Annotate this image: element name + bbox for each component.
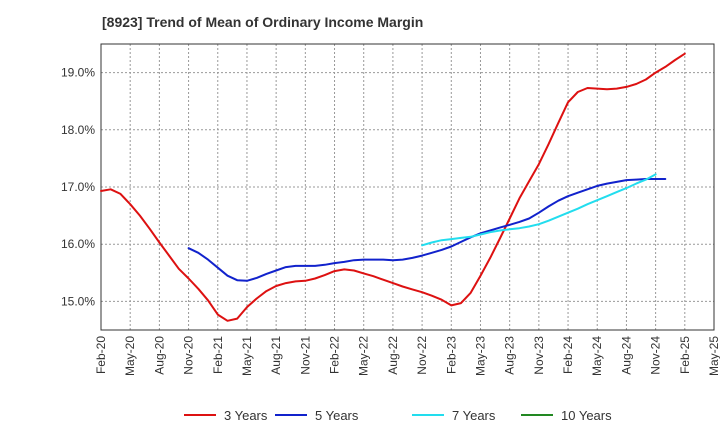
legend-label: 3 Years <box>224 408 268 423</box>
legend-label: 10 Years <box>561 408 612 423</box>
series-line-5-years <box>187 178 667 282</box>
x-tick-label: Feb-23 <box>444 336 458 374</box>
x-tick-label: Nov-22 <box>415 336 429 375</box>
x-tick-label: Feb-22 <box>328 336 342 374</box>
x-tick-label: Feb-20 <box>94 336 108 374</box>
x-tick-label: Nov-20 <box>182 336 196 375</box>
y-tick-label: 18.0% <box>61 123 95 137</box>
x-tick-label: May-21 <box>240 336 254 376</box>
plot-area <box>101 44 714 330</box>
legend-label: 5 Years <box>315 408 359 423</box>
x-tick-label: Aug-21 <box>269 336 283 375</box>
x-tick-label: Nov-21 <box>298 336 312 375</box>
y-tick-label: 15.0% <box>61 294 95 308</box>
y-tick-label: 17.0% <box>61 180 95 194</box>
x-tick-label: Nov-23 <box>532 336 546 375</box>
legend-label: 7 Years <box>452 408 496 423</box>
x-tick-label: May-22 <box>357 336 371 376</box>
x-tick-label: May-23 <box>473 336 487 376</box>
x-tick-label: May-24 <box>590 336 604 376</box>
x-tick-label: May-20 <box>123 336 137 376</box>
x-tick-label: Aug-22 <box>386 336 400 375</box>
y-tick-label: 16.0% <box>61 237 95 251</box>
x-tick-label: Feb-21 <box>211 336 225 374</box>
x-tick-label: Feb-24 <box>561 336 575 374</box>
chart-title: [8923] Trend of Mean of Ordinary Income … <box>102 14 424 30</box>
y-tick-label: 19.0% <box>61 66 95 80</box>
plot-border <box>100 43 715 331</box>
x-tick-label: May-25 <box>707 336 720 376</box>
x-tick-label: Feb-25 <box>678 336 692 374</box>
series-line-7-years <box>421 173 657 247</box>
x-tick-label: Aug-23 <box>503 336 517 375</box>
x-tick-label: Aug-20 <box>152 336 166 375</box>
series-line-3-years <box>100 52 686 322</box>
x-tick-label: Aug-24 <box>619 336 633 375</box>
x-tick-label: Nov-24 <box>649 336 663 375</box>
